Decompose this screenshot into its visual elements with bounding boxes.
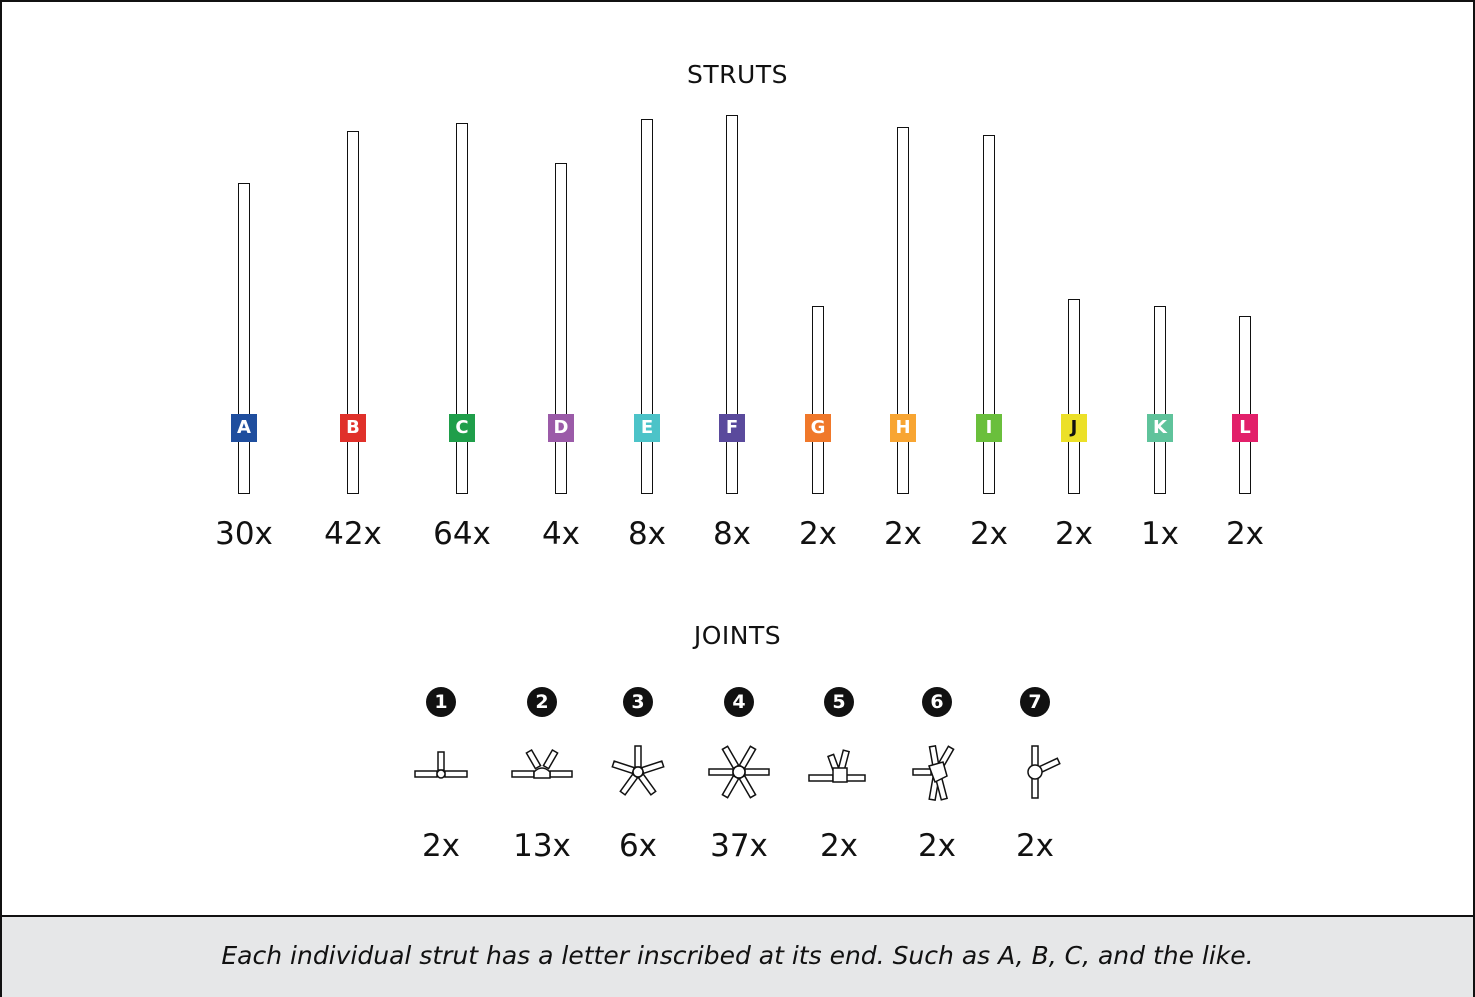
strut-b [347,131,359,494]
strut-letter-badge: F [719,414,745,442]
joint-number-badge: 5 [824,687,854,717]
strut-letter-badge: I [976,414,1002,442]
joint-quantity: 6x [618,828,658,864]
joint-quantity: 2x [819,828,859,864]
footer-text: Each individual strut has a letter inscr… [221,941,1254,970]
strut-c [456,123,468,494]
strut-quantity: 8x [627,516,667,552]
joint-number-badge: 3 [623,687,653,717]
joint-quantity: 13x [513,828,571,864]
hub-v-joint-icon [510,738,574,802]
strut-letter-badge: J [1061,414,1087,442]
strut-quantity: 1x [1140,516,1180,552]
strut-quantity: 4x [541,516,581,552]
joint-quantity: 2x [1015,828,1055,864]
strut-g [812,306,824,494]
strut-quantity: 2x [798,516,838,552]
joint-quantity: 37x [710,828,768,864]
strut-i [983,135,995,494]
strut-quantity: 2x [1054,516,1094,552]
joint-number-badge: 2 [527,687,557,717]
strut-e [641,119,653,494]
strut-letter-badge: C [449,414,475,442]
strut-k [1154,306,1166,494]
footer-note: Each individual strut has a letter inscr… [2,915,1473,997]
struts-heading: STRUTS [687,60,788,89]
joint-number-badge: 4 [724,687,754,717]
strut-letter-badge: L [1232,414,1258,442]
strut-quantity: 64x [433,516,491,552]
strut-quantity: 2x [1225,516,1265,552]
strut-quantity: 8x [712,516,752,552]
strut-quantity: 2x [883,516,923,552]
strut-letter-badge: B [340,414,366,442]
strut-letter-badge: K [1147,414,1173,442]
joints-heading: JOINTS [693,621,782,650]
angled-joint-icon [807,738,871,802]
strut-j [1068,299,1080,494]
strut-quantity: 30x [215,516,273,552]
star-joint-icon [606,738,670,802]
strut-letter-badge: E [634,414,660,442]
strut-a [238,183,250,494]
six-way-joint-icon [707,738,771,802]
cluster-joint-icon [905,738,969,802]
t-joint-icon [409,738,473,802]
joint-number-badge: 6 [922,687,952,717]
strut-letter-badge: G [805,414,831,442]
joint-quantity: 2x [917,828,957,864]
joint-quantity: 2x [421,828,461,864]
strut-letter-badge: A [231,414,257,442]
y-joint-icon [1003,738,1067,802]
strut-letter-badge: H [890,414,916,442]
strut-quantity: 2x [969,516,1009,552]
strut-letter-badge: D [548,414,574,442]
joint-number-badge: 1 [426,687,456,717]
strut-h [897,127,909,494]
strut-l [1239,316,1251,494]
strut-quantity: 42x [324,516,382,552]
strut-d [555,163,567,494]
joint-number-badge: 7 [1020,687,1050,717]
strut-f [726,115,738,494]
